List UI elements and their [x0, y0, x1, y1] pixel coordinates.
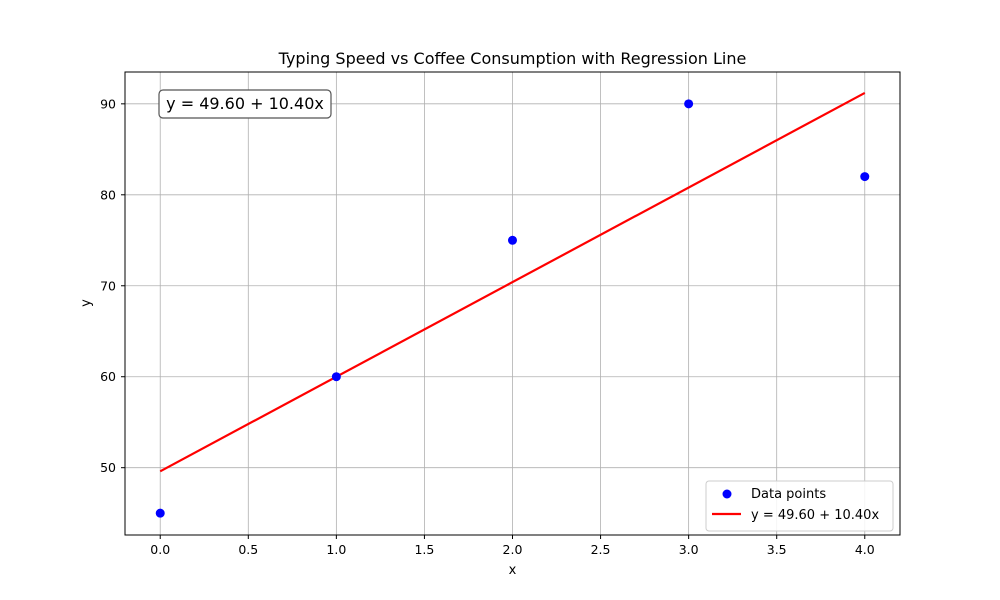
- data-point: [860, 172, 870, 182]
- legend: Data points y = 49.60 + 10.40x: [705, 480, 894, 532]
- legend-label-data-points: Data points: [751, 487, 826, 502]
- x-tick-label: 1.0: [326, 542, 346, 557]
- regression-line: [159, 91, 866, 473]
- annotation-text: y = 49.60 + 10.40x: [166, 94, 324, 113]
- data-point: [331, 372, 341, 382]
- annotation-box: [158, 89, 332, 119]
- x-tick-label: 3.0: [679, 542, 699, 557]
- x-tick-label: 0.5: [238, 542, 258, 557]
- y-axis-ticks: 50 60 70 80 90: [100, 96, 125, 475]
- chart-title: Typing Speed vs Coffee Consumption with …: [278, 49, 747, 68]
- grid-lines: [125, 72, 900, 535]
- x-axis-label: x: [509, 563, 517, 578]
- x-tick-label: 3.5: [767, 542, 787, 557]
- plot-series: [155, 91, 870, 518]
- x-tick-label: 0.0: [150, 542, 170, 557]
- y-tick-label: 90: [100, 96, 116, 111]
- x-tick-label: 1.5: [414, 542, 434, 557]
- y-tick-label: 60: [100, 369, 116, 384]
- y-tick-label: 50: [100, 460, 116, 475]
- legend-marker-data-points: [722, 489, 732, 499]
- y-axis-label: y: [79, 299, 94, 307]
- data-point: [155, 508, 165, 518]
- x-tick-label: 2.0: [503, 542, 523, 557]
- legend-frame: [705, 480, 894, 532]
- y-tick-label: 70: [100, 278, 116, 293]
- x-tick-label: 4.0: [855, 542, 875, 557]
- data-point: [684, 99, 694, 109]
- x-axis-ticks: 0.0 0.5 1.0 1.5 2.0 2.5 3.0 3.5 4.0: [150, 535, 875, 557]
- regression-equation-annotation: y = 49.60 + 10.40x: [158, 89, 332, 119]
- x-tick-label: 2.5: [591, 542, 611, 557]
- y-tick-label: 80: [100, 187, 116, 202]
- legend-label-regression-line: y = 49.60 + 10.40x: [751, 508, 879, 523]
- data-point: [508, 235, 517, 245]
